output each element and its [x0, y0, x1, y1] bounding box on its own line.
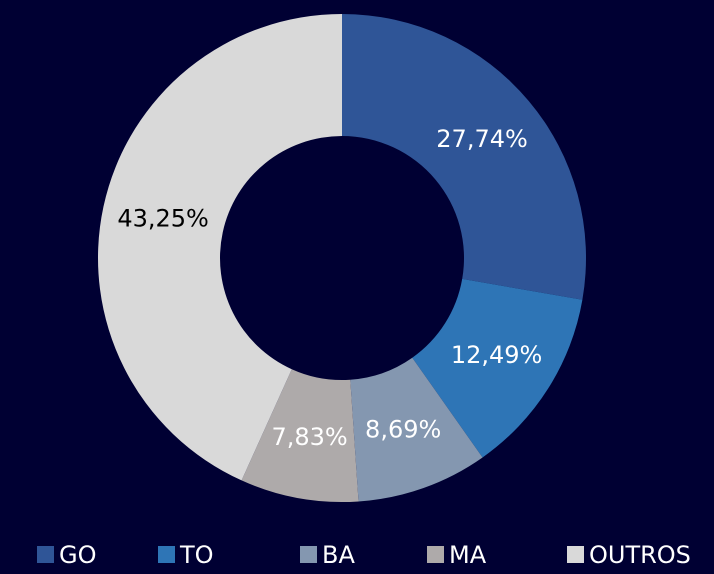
legend-swatch — [158, 546, 175, 563]
legend-swatch — [427, 546, 444, 563]
slice — [412, 278, 583, 458]
legend-swatch — [300, 546, 317, 563]
data-label: 43,25% — [117, 204, 209, 232]
data-label: 7,83% — [271, 423, 347, 451]
legend-label: TO — [179, 541, 214, 569]
slice — [98, 14, 342, 481]
legend-label: OUTROS — [589, 541, 691, 569]
legend-swatch — [37, 546, 54, 563]
slice — [342, 14, 586, 300]
legend-label: GO — [59, 541, 97, 569]
data-label: 27,74% — [436, 125, 528, 153]
legend-label: BA — [322, 541, 355, 569]
data-label: 12,49% — [451, 341, 543, 369]
legend-label: MA — [449, 541, 487, 569]
data-label: 8,69% — [365, 415, 441, 443]
legend-swatch — [567, 546, 584, 563]
slice — [350, 357, 483, 502]
slice — [241, 369, 359, 503]
